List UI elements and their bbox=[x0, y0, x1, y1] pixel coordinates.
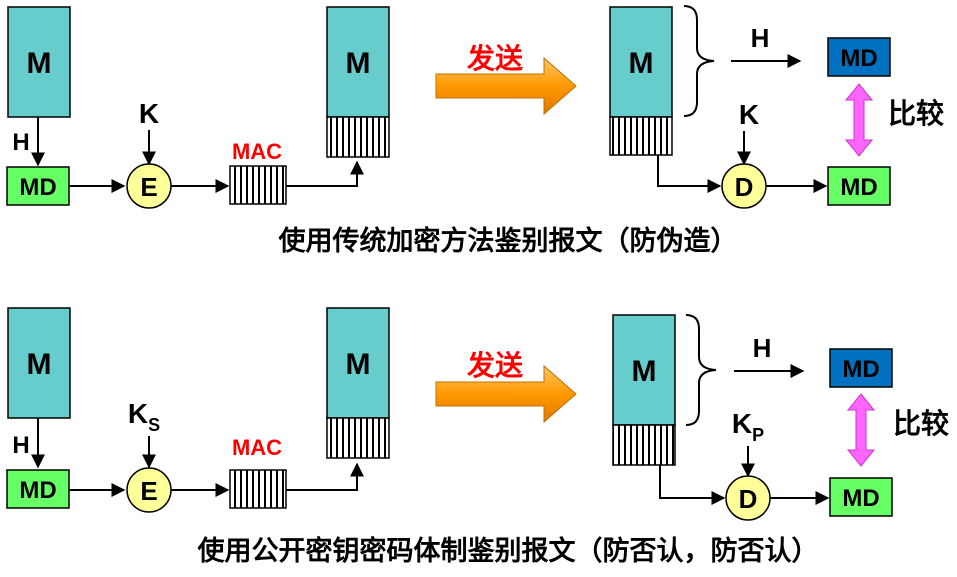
digest-box bbox=[6, 166, 70, 206]
top-diagram: M H MD K E MAC M 发送 M H bbox=[6, 5, 944, 257]
mac-to-message-arrow bbox=[286, 462, 364, 491]
appended-mac-block bbox=[326, 417, 390, 459]
send-arrow bbox=[435, 56, 577, 116]
received-digest-label: MD bbox=[840, 45, 877, 72]
key-subscript: S bbox=[148, 415, 160, 435]
received-hash-label: H bbox=[751, 23, 770, 53]
received-message-box bbox=[612, 314, 676, 426]
received-mac-block bbox=[609, 116, 673, 156]
decrypted-digest-box bbox=[829, 477, 893, 517]
decrypt-label: D bbox=[739, 484, 758, 514]
received-key-label: KP bbox=[732, 408, 764, 445]
send-label: 发送 bbox=[466, 349, 523, 382]
received-key-subscript: P bbox=[752, 425, 764, 445]
received-digest-box bbox=[829, 348, 893, 388]
hash-label: H bbox=[12, 129, 29, 156]
received-message-label: M bbox=[632, 355, 657, 388]
key-label: KS bbox=[128, 398, 160, 435]
bottom-diagram: M H MD KS E MAC M 发送 M H MD 比较 KP bbox=[6, 307, 949, 567]
decrypted-digest-box bbox=[827, 166, 891, 206]
received-digest-label: MD bbox=[842, 356, 879, 383]
message-label: M bbox=[27, 348, 52, 381]
received-mac-block bbox=[612, 424, 676, 466]
mac-block bbox=[229, 469, 287, 509]
digest-label: MD bbox=[19, 477, 56, 504]
received-message-label: M bbox=[629, 47, 654, 80]
bottom-caption: 使用公开密钥密码体制鉴别报文（防否认，防否认） bbox=[197, 535, 819, 567]
decrypted-digest-label: MD bbox=[840, 174, 877, 201]
received-message-box bbox=[609, 6, 673, 118]
compare-arrow bbox=[844, 83, 874, 157]
send-arrow bbox=[435, 364, 577, 424]
mac-label: MAC bbox=[232, 435, 282, 460]
encrypt-label: E bbox=[140, 476, 157, 506]
compare-label: 比较 bbox=[888, 97, 944, 130]
compare-arrow bbox=[846, 393, 876, 467]
mac-block bbox=[229, 165, 287, 205]
send-label: 发送 bbox=[466, 42, 523, 75]
message-copy-label: M bbox=[346, 47, 371, 80]
digest-box bbox=[6, 469, 70, 509]
encrypt-label: E bbox=[140, 172, 157, 202]
hash-label: H bbox=[12, 432, 29, 459]
mac-to-decrypt-arrow bbox=[657, 155, 722, 193]
decrypted-digest-label: MD bbox=[842, 485, 879, 512]
received-digest-box bbox=[827, 37, 891, 77]
top-caption: 使用传统加密方法鉴别报文（防伪造） bbox=[278, 225, 738, 257]
message-label: M bbox=[27, 47, 52, 80]
mac-label: MAC bbox=[232, 139, 282, 164]
brace bbox=[683, 5, 715, 117]
digest-label: MD bbox=[19, 174, 56, 201]
received-key-label: K bbox=[739, 99, 759, 130]
compare-label: 比较 bbox=[893, 407, 949, 440]
message-copy-label: M bbox=[346, 348, 371, 381]
mac-to-decrypt-arrow bbox=[659, 465, 726, 505]
mac-to-message-arrow bbox=[286, 160, 364, 187]
received-hash-label: H bbox=[753, 333, 772, 363]
message-box bbox=[7, 6, 71, 118]
message-copy-box bbox=[326, 6, 390, 118]
appended-mac-block bbox=[326, 116, 390, 158]
decrypt-label: D bbox=[735, 172, 754, 202]
brace bbox=[685, 314, 717, 426]
key-label: K bbox=[139, 98, 159, 129]
